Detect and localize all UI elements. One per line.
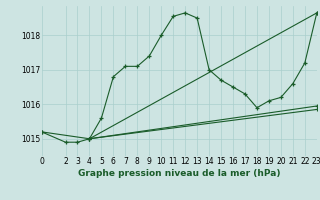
X-axis label: Graphe pression niveau de la mer (hPa): Graphe pression niveau de la mer (hPa) [78,169,280,178]
